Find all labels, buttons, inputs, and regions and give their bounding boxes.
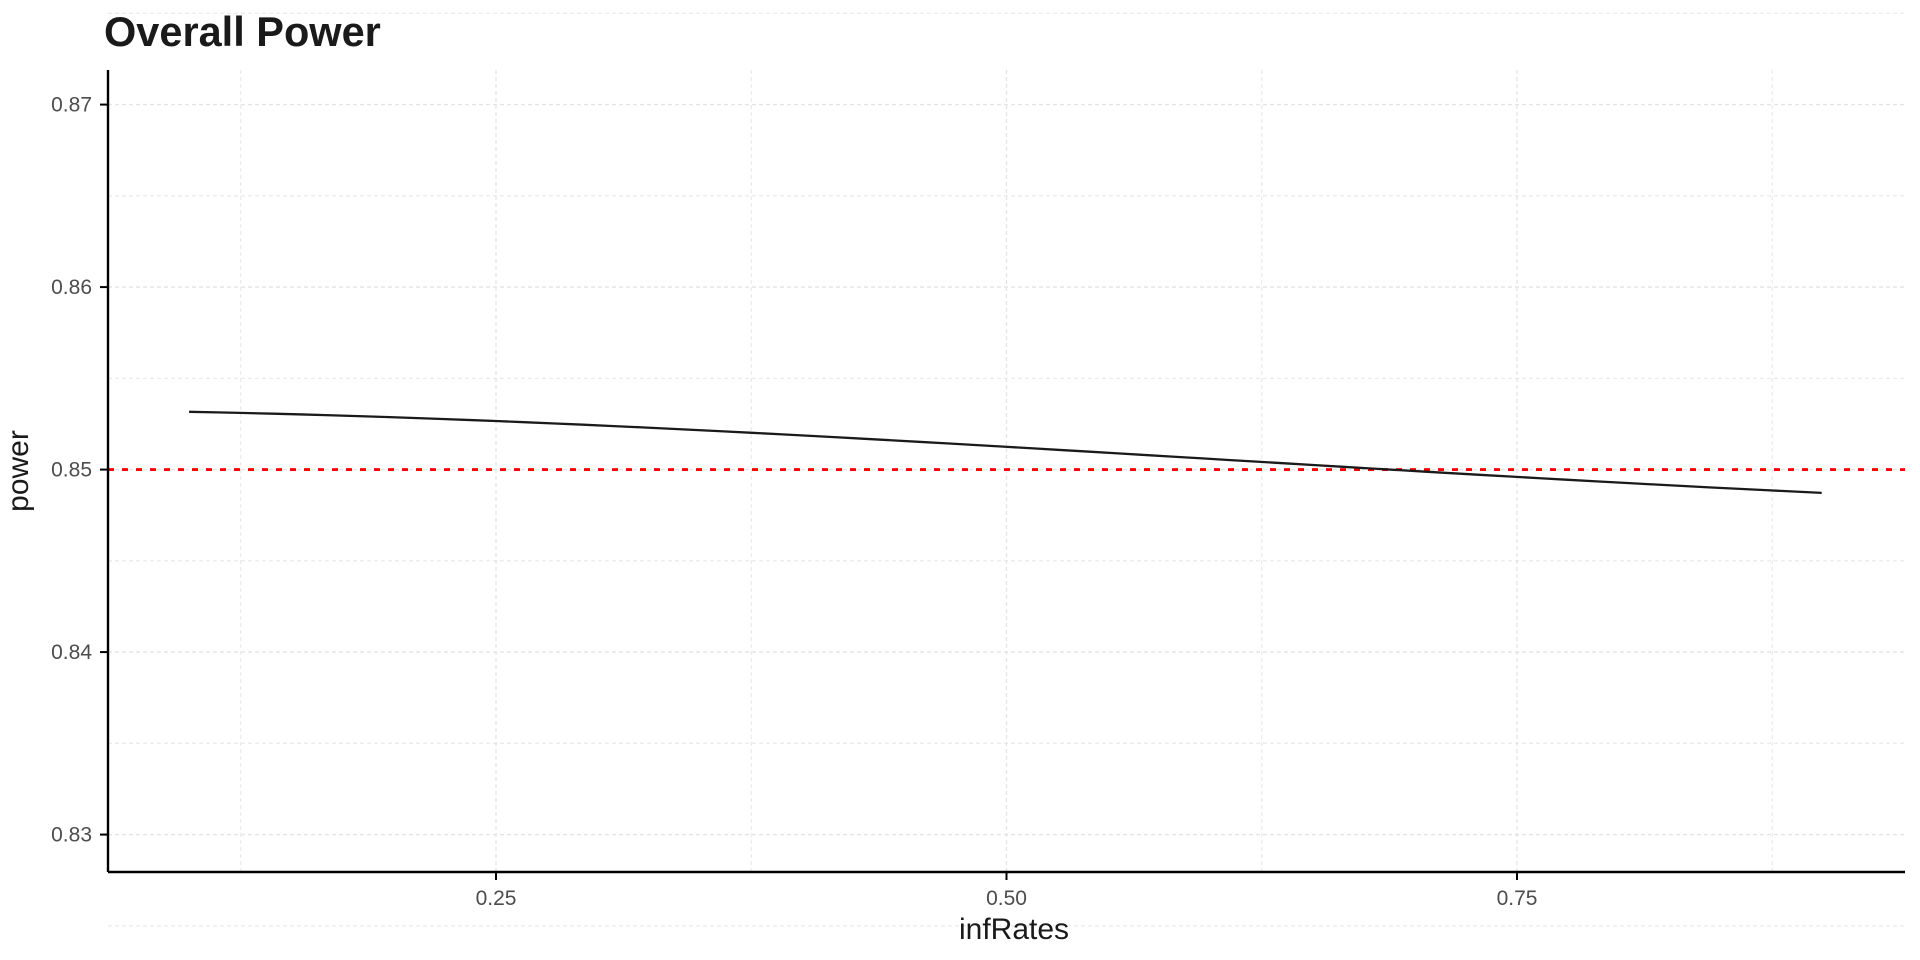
svg-text:0.50: 0.50 xyxy=(986,887,1027,910)
svg-text:0.25: 0.25 xyxy=(476,887,517,910)
svg-text:0.84: 0.84 xyxy=(51,641,92,664)
svg-text:0.86: 0.86 xyxy=(51,276,92,299)
svg-text:0.85: 0.85 xyxy=(51,459,92,482)
svg-text:infRates: infRates xyxy=(959,913,1069,946)
svg-text:0.83: 0.83 xyxy=(51,824,92,847)
svg-text:0.75: 0.75 xyxy=(1497,887,1538,910)
svg-text:0.87: 0.87 xyxy=(51,94,92,117)
svg-text:power: power xyxy=(2,430,35,512)
